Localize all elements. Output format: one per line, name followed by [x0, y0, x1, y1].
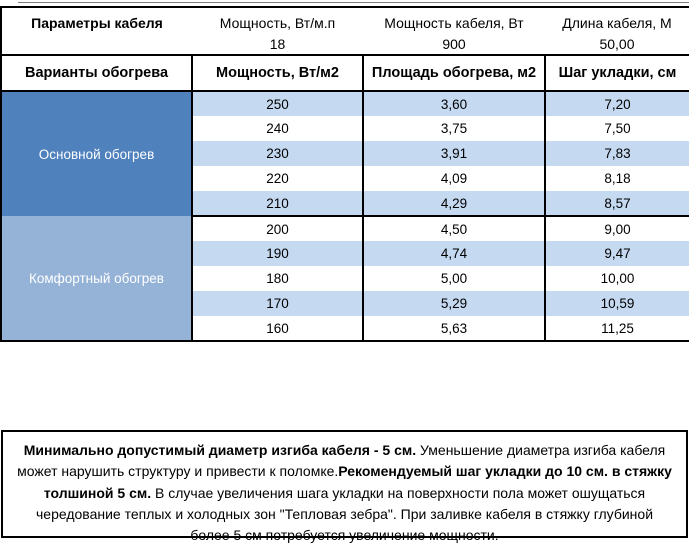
table-row: Основной обогрев 250 3,60 7,20 — [0, 91, 689, 216]
params-power-per-m-value: 18 — [269, 35, 286, 52]
table-row: 220 4,09 8,18 — [1, 166, 689, 191]
installation-note: Минимально допустимый диаметр изгиба каб… — [1, 430, 688, 543]
cell-area: 4,50 — [362, 215, 546, 241]
cell-area: 3,60 — [362, 91, 546, 116]
cell-power: 250 — [191, 91, 364, 116]
cell-power: 230 — [191, 141, 364, 166]
cell-spacing: 7,50 — [544, 116, 689, 141]
table-row: 180 5,00 10,00 — [1, 266, 689, 291]
cell-spacing: 8,57 — [544, 191, 689, 216]
cell-spacing: 7,20 — [544, 91, 689, 116]
params-cable-power-value: 900 — [442, 35, 466, 52]
params-labels-row: Параметры кабеля Мощность, Вт/м.п Мощнос… — [1, 7, 689, 33]
cell-spacing: 7,83 — [544, 141, 689, 166]
cell-power: 200 — [191, 215, 364, 241]
cell-area: 3,75 — [362, 116, 546, 141]
cell-power: 180 — [191, 266, 364, 291]
cell-power: 220 — [191, 166, 364, 191]
column-header-row: Варианты обогрева Мощность, Вт/м2 Площад… — [0, 54, 689, 92]
note-segment-bold-1: Минимально допустимый диаметр изгиба каб… — [23, 442, 417, 458]
cell-spacing: 11,25 — [544, 316, 689, 341]
cell-area: 3,91 — [362, 141, 546, 166]
cell-area: 5,29 — [362, 291, 546, 316]
gridline-remnant — [18, 2, 689, 3]
note-segment-regular-2: В случае увеличения шага укладки на пове… — [35, 484, 654, 544]
cell-area: 5,63 — [362, 316, 546, 341]
cell-spacing: 10,00 — [544, 266, 689, 291]
cell-power: 240 — [191, 116, 364, 141]
cell-area: 4,09 — [362, 166, 546, 191]
table-row: 160 5,63 11,25 — [1, 316, 689, 341]
params-title: Параметры кабеля — [31, 14, 163, 31]
header-spacing: Шаг укладки, см — [544, 54, 689, 92]
cell-area: 4,29 — [362, 191, 546, 216]
cell-spacing: 9,00 — [544, 215, 689, 241]
heating-cable-table: Параметры кабеля Мощность, Вт/м.п Мощнос… — [0, 6, 689, 342]
table-row: 210 4,29 8,57 — [1, 191, 689, 216]
table-row: 230 3,91 7,83 — [1, 141, 689, 166]
note-segment-regular-1: Уменьшение диаметра изгиба кабеля может … — [17, 442, 666, 480]
params-cable-length-value: 50,00 — [599, 35, 635, 52]
note-segment-bold-2: Рекомендуемый шаг укладки до 10 см. в ст… — [43, 463, 672, 501]
cell-power: 160 — [191, 316, 364, 341]
cell-spacing: 10,59 — [544, 291, 689, 316]
params-power-per-m-label: Мощность, Вт/м.п — [219, 14, 336, 31]
cell-area: 4,74 — [362, 241, 546, 266]
table-row: Комфортный обогрев 200 4,50 9,00 — [0, 215, 689, 341]
header-heating-variants: Варианты обогрева — [0, 54, 193, 92]
cell-power: 190 — [191, 241, 364, 266]
cell-area: 5,00 — [362, 266, 546, 291]
cell-spacing: 8,18 — [544, 166, 689, 191]
table-row: 170 5,29 10,59 — [1, 291, 689, 316]
cell-power: 210 — [191, 191, 364, 216]
header-power: Мощность, Вт/м2 — [191, 54, 364, 92]
cell-power: 170 — [191, 291, 364, 316]
params-values-row: 18 900 50,00 — [1, 33, 689, 55]
group-label-main-heating: Основной обогрев — [0, 91, 193, 216]
table-row: 190 4,74 9,47 — [1, 241, 689, 266]
params-empty-cell — [1, 33, 192, 55]
header-area: Площадь обогрева, м2 — [362, 54, 546, 92]
table-row: 240 3,75 7,50 — [1, 116, 689, 141]
cell-spacing: 9,47 — [544, 241, 689, 266]
params-cable-length-label: Длина кабеля, М — [562, 14, 672, 31]
group-label-comfort-heating: Комфортный обогрев — [0, 216, 193, 341]
params-cable-power-label: Мощность кабеля, Вт — [384, 14, 524, 31]
